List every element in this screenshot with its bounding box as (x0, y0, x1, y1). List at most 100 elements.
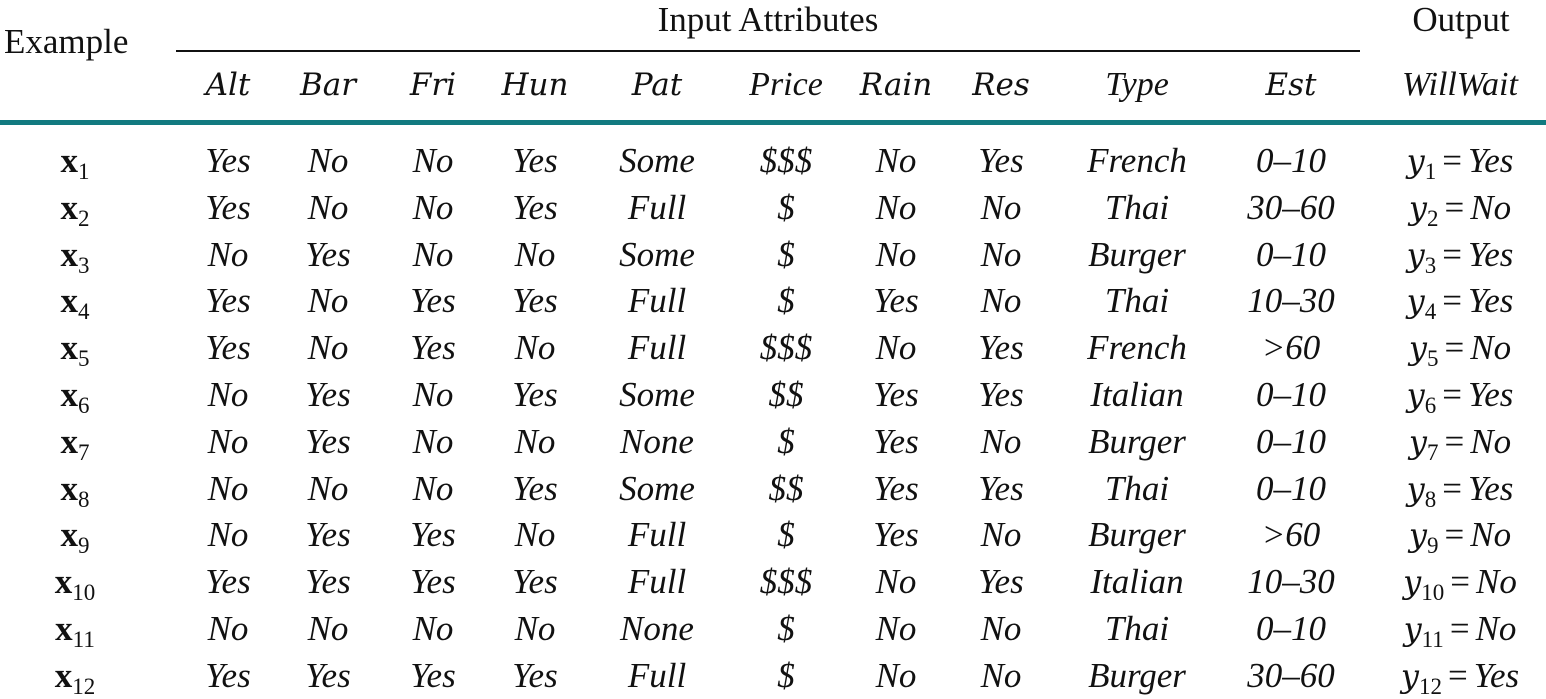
attribute-value: Yes (205, 188, 251, 227)
attribute-value: No (412, 375, 454, 414)
attribute-value: Yes (305, 375, 351, 414)
attribute-value: $ (777, 656, 795, 695)
example-label: x12 (55, 658, 96, 698)
output-index: 8 (1424, 487, 1437, 512)
output-symbol: y (1408, 423, 1427, 461)
example-index: 6 (78, 393, 90, 418)
attribute-value: 0–10 (1256, 469, 1326, 508)
output-symbol: y (1408, 329, 1427, 367)
output-symbol: y (1400, 657, 1419, 695)
output-label: No (1470, 515, 1512, 554)
attribute-value: Yes (512, 562, 558, 601)
example-symbol: x (54, 562, 73, 601)
attribute-value: Yes (512, 141, 558, 180)
attribute-value: Some (619, 141, 695, 180)
attribute-value: Yes (205, 141, 251, 180)
attribute-value: Yes (978, 562, 1024, 601)
attribute-value: None (620, 609, 694, 648)
attribute-value: No (207, 422, 249, 461)
attribute-value: No (514, 328, 556, 367)
attribute-value: 0–10 (1256, 422, 1326, 461)
attribute-header: Fri (409, 67, 457, 103)
attribute-value: Yes (512, 469, 558, 508)
attribute-value: No (412, 235, 454, 274)
example-label: x2 (61, 190, 90, 230)
attribute-value: Yes (512, 188, 558, 227)
output-value: y8 = Yes (1407, 471, 1514, 511)
output-index: 3 (1424, 253, 1437, 278)
output-label: No (1475, 609, 1517, 648)
output-header: Output (1412, 0, 1510, 39)
attribute-value: Yes (512, 281, 558, 320)
output-value: y7 = No (1409, 424, 1511, 464)
attribute-value: No (980, 235, 1022, 274)
attribute-value: Yes (873, 469, 919, 508)
attribute-value: Yes (512, 375, 558, 414)
equals-sign: = (1449, 609, 1470, 648)
attribute-value: 0–10 (1256, 609, 1326, 648)
output-symbol: y (1406, 376, 1425, 414)
attribute-value: No (514, 515, 556, 554)
attribute-value: $ (777, 609, 795, 648)
example-index: 4 (78, 299, 90, 324)
attribute-value: $ (777, 188, 795, 227)
example-symbol: x (60, 328, 79, 367)
output-symbol: y (1408, 189, 1427, 227)
attribute-header: Type (1105, 66, 1169, 103)
attribute-value: 0–10 (1256, 235, 1326, 274)
output-label: Yes (1473, 656, 1520, 695)
example-index: 3 (78, 253, 90, 278)
example-symbol: x (60, 281, 79, 320)
attribute-value: 0–10 (1256, 375, 1326, 414)
output-symbol: y (1406, 282, 1425, 320)
equals-sign: = (1444, 328, 1465, 367)
attribute-value: French (1087, 141, 1187, 180)
attribute-value: >60 (1261, 328, 1321, 367)
output-value: y10 = No (1403, 564, 1517, 604)
attribute-value: No (307, 469, 349, 508)
attribute-value: No (875, 188, 917, 227)
attribute-header: Pat (631, 67, 683, 103)
output-index: 1 (1424, 159, 1437, 184)
example-symbol: x (60, 515, 79, 554)
attribute-value: Yes (978, 141, 1024, 180)
equals-sign: = (1442, 375, 1462, 414)
equals-sign: = (1442, 235, 1462, 274)
example-symbol: x (60, 422, 79, 461)
attribute-value: No (412, 141, 454, 180)
attribute-value: No (875, 141, 917, 180)
attribute-value: Full (627, 515, 687, 554)
attribute-value: No (307, 328, 349, 367)
attribute-value: Yes (305, 656, 351, 695)
equals-sign: = (1444, 188, 1465, 227)
attribute-value: $ (777, 422, 795, 461)
attribute-value: No (980, 656, 1022, 695)
attribute-value: Burger (1088, 515, 1186, 554)
attribute-value: No (514, 609, 556, 648)
output-symbol: y (1406, 236, 1425, 274)
output-label: No (1475, 562, 1517, 601)
example-label: x3 (61, 237, 90, 277)
attribute-value: No (875, 562, 917, 601)
attribute-value: Italian (1090, 562, 1184, 601)
example-label: x9 (61, 517, 90, 557)
attribute-value: Thai (1104, 609, 1170, 648)
output-symbol: y (1406, 142, 1425, 180)
attribute-value: No (412, 188, 454, 227)
attribute-value: Yes (410, 515, 456, 554)
attribute-header: Bar (299, 67, 357, 103)
attribute-value: $ (777, 235, 795, 274)
attribute-value: 30–60 (1247, 188, 1335, 227)
attribute-value: Yes (305, 562, 351, 601)
attribute-value: Yes (873, 515, 919, 554)
attribute-value: Full (627, 656, 687, 695)
attribute-value: Thai (1104, 281, 1170, 320)
example-label: x10 (55, 564, 96, 604)
output-value: y4 = Yes (1407, 283, 1514, 323)
attribute-value: 0–10 (1256, 141, 1326, 180)
output-index: 2 (1426, 206, 1439, 231)
example-label: x6 (61, 377, 90, 417)
attribute-value: Thai (1104, 469, 1170, 508)
attribute-value: $$$ (759, 562, 813, 601)
output-value: y12 = Yes (1401, 658, 1519, 698)
